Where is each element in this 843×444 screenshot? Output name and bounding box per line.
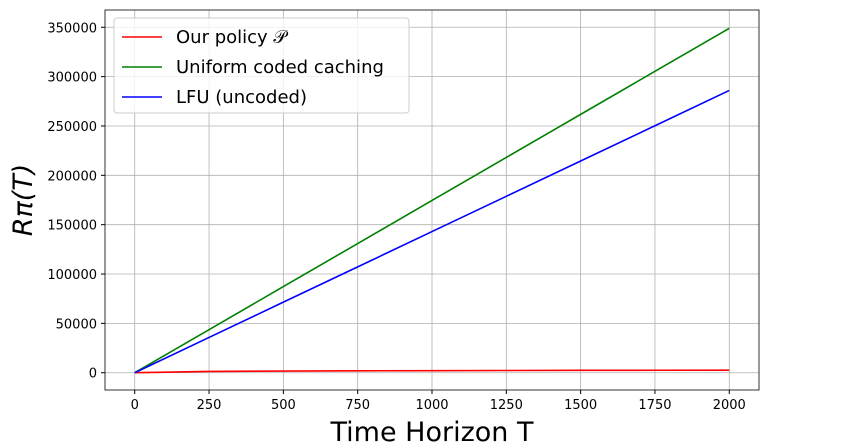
x-tick-label: 1750 xyxy=(638,398,671,413)
y-tick-label: 300000 xyxy=(47,71,97,86)
legend-box xyxy=(113,17,410,114)
x-tick-label: 1000 xyxy=(415,398,448,413)
y-tick-label: 150000 xyxy=(47,219,97,234)
x-tick-label: 0 xyxy=(131,398,139,413)
x-tick-label: 2000 xyxy=(713,398,746,413)
y-tick-label: 100000 xyxy=(47,268,97,283)
x-tick-label: 1250 xyxy=(490,398,523,413)
x-axis-label: Time Horizon T xyxy=(330,417,534,444)
y-tick-label: 250000 xyxy=(47,120,97,135)
x-tick-label: 1500 xyxy=(564,398,597,413)
y-tick-label: 200000 xyxy=(47,169,97,184)
data-line xyxy=(134,27,730,374)
x-tick-label: 750 xyxy=(345,398,370,413)
y-tick-label: 350000 xyxy=(47,21,97,36)
x-tick-label: 250 xyxy=(197,398,222,413)
legend-label: Uniform coded caching xyxy=(176,57,384,78)
data-line xyxy=(134,89,730,374)
y-axis-label: Rπ(T) xyxy=(8,164,39,237)
legend-label: Our policy 𝒫 xyxy=(176,27,288,48)
x-tick-label: 500 xyxy=(271,398,296,413)
legend-label: LFU (uncoded) xyxy=(176,87,307,108)
y-tick-label: 50000 xyxy=(56,317,97,332)
plot-frame xyxy=(104,9,760,391)
data-line xyxy=(134,369,730,374)
legend: Our policy 𝒫 Uniform coded caching LFU (un… xyxy=(113,17,410,114)
y-tick-label: 0 xyxy=(89,367,97,382)
